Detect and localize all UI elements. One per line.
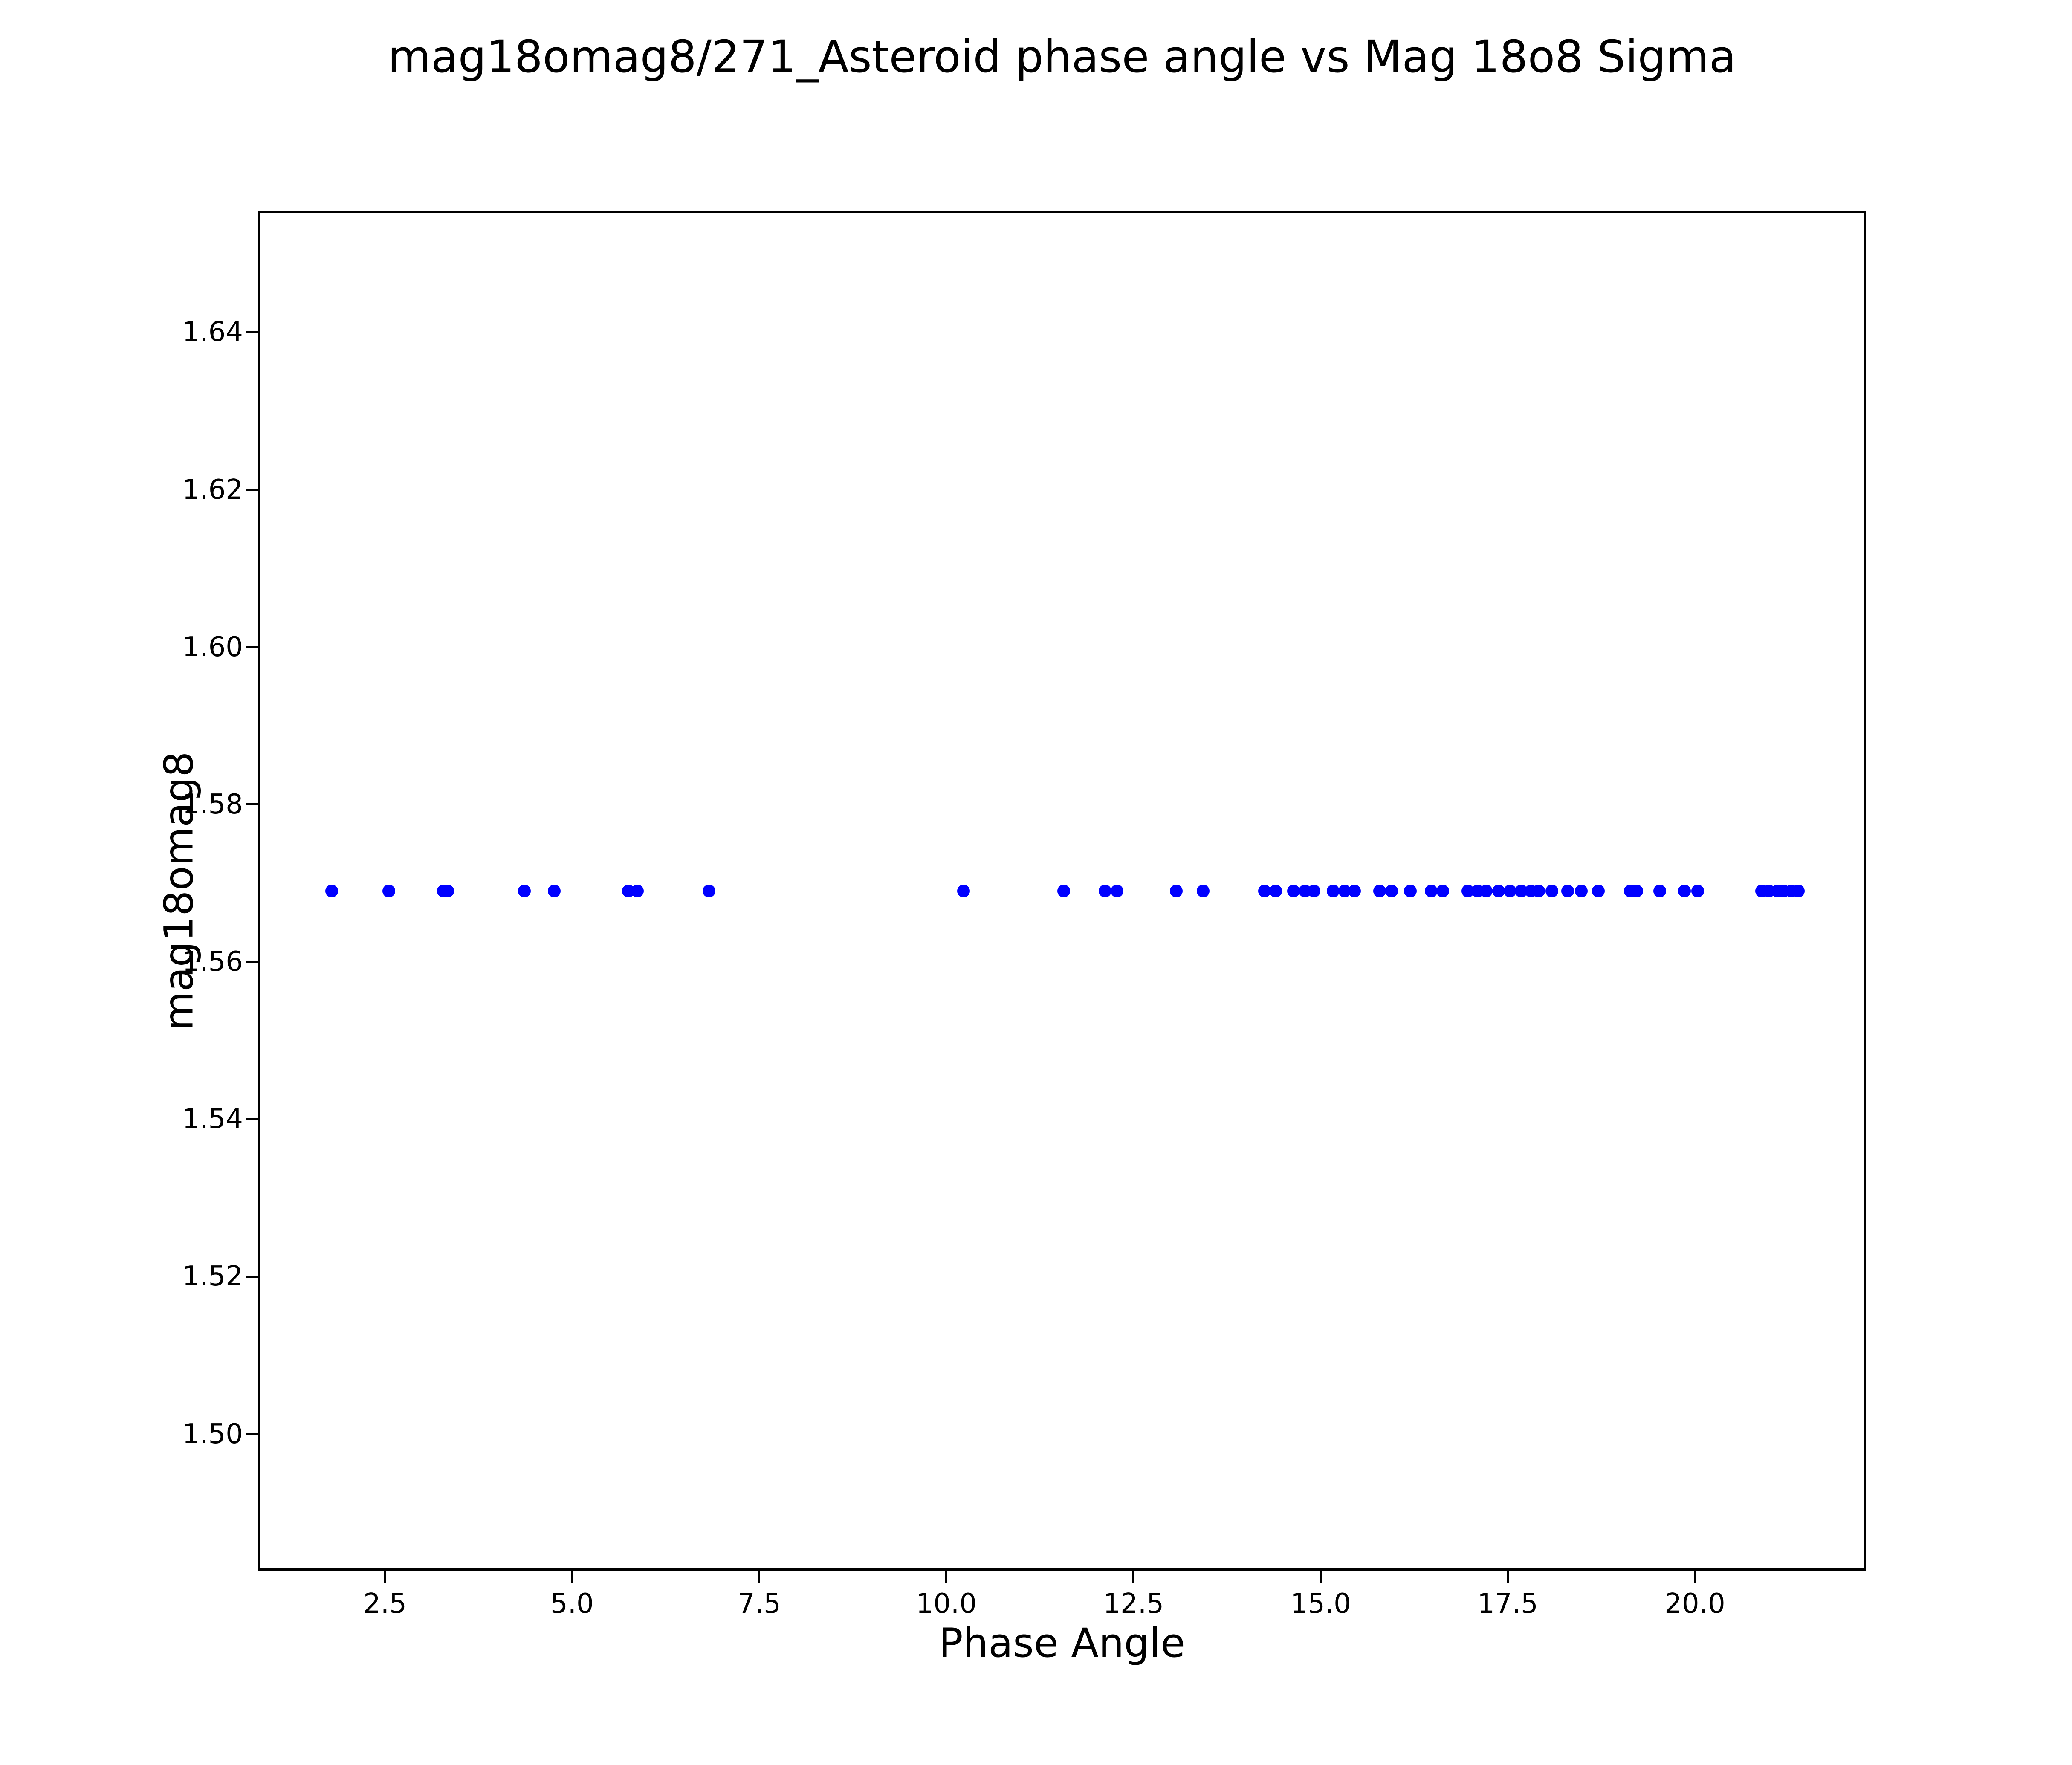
- data-point: [325, 885, 339, 897]
- x-tick-label: 10.0: [916, 1588, 977, 1620]
- x-tick: [1320, 1570, 1322, 1583]
- x-tick-label: 5.0: [550, 1588, 594, 1620]
- x-axis-label: Phase Angle: [938, 1620, 1186, 1667]
- data-point: [1373, 885, 1386, 897]
- y-tick: [246, 489, 259, 491]
- data-point: [518, 885, 531, 897]
- data-point: [382, 885, 395, 897]
- data-point: [1653, 885, 1666, 897]
- data-point: [1574, 885, 1588, 897]
- x-tick: [1132, 1570, 1135, 1583]
- data-point: [1169, 885, 1183, 897]
- x-tick: [384, 1570, 386, 1583]
- chart-title: mag18omag8/271_Asteroid phase angle vs M…: [388, 31, 1736, 83]
- data-point: [547, 885, 561, 897]
- x-tick-label: 7.5: [737, 1588, 781, 1620]
- data-point: [1436, 885, 1449, 897]
- data-point: [1385, 885, 1398, 897]
- data-point: [1258, 885, 1271, 897]
- data-point: [1404, 885, 1417, 897]
- y-axis-label: mag18omag8: [156, 751, 203, 1031]
- data-point: [1287, 885, 1300, 897]
- data-point: [1111, 885, 1124, 897]
- y-tick: [246, 646, 259, 648]
- data-point: [1307, 885, 1320, 897]
- data-point: [957, 885, 970, 897]
- y-tick: [246, 1275, 259, 1278]
- x-tick: [758, 1570, 761, 1583]
- data-point: [1678, 885, 1691, 897]
- data-point: [703, 885, 716, 897]
- data-point: [1479, 885, 1493, 897]
- x-tick: [571, 1570, 573, 1583]
- x-tick: [1507, 1570, 1509, 1583]
- y-tick-label: 1.52: [182, 1261, 243, 1293]
- data-point: [1532, 885, 1545, 897]
- y-tick: [246, 1118, 259, 1120]
- y-tick: [246, 331, 259, 333]
- y-tick: [246, 961, 259, 963]
- data-point: [441, 885, 454, 897]
- data-point: [1492, 885, 1505, 897]
- x-tick: [1693, 1570, 1696, 1583]
- data-point: [1791, 885, 1805, 897]
- y-tick-label: 1.60: [182, 631, 243, 663]
- data-point: [1592, 885, 1605, 897]
- x-tick-label: 17.5: [1477, 1588, 1538, 1620]
- data-point: [1545, 885, 1559, 897]
- y-tick-label: 1.58: [182, 788, 243, 820]
- x-tick-label: 12.5: [1103, 1588, 1164, 1620]
- x-tick-label: 15.0: [1290, 1588, 1351, 1620]
- y-tick-label: 1.62: [182, 474, 243, 506]
- y-tick: [246, 803, 259, 806]
- data-point: [1057, 885, 1071, 897]
- x-tick-label: 20.0: [1664, 1588, 1725, 1620]
- data-point: [1098, 885, 1111, 897]
- x-tick-label: 2.5: [363, 1588, 407, 1620]
- y-tick: [246, 1433, 259, 1435]
- y-tick-label: 1.64: [182, 316, 243, 348]
- x-tick: [945, 1570, 948, 1583]
- data-point: [1425, 885, 1438, 897]
- y-tick-label: 1.50: [182, 1418, 243, 1450]
- data-point: [1196, 885, 1210, 897]
- data-point: [1561, 885, 1574, 897]
- data-point: [1691, 885, 1704, 897]
- data-point: [631, 885, 644, 897]
- data-point: [1348, 885, 1361, 897]
- data-point: [1269, 885, 1282, 897]
- y-tick-label: 1.56: [182, 946, 243, 978]
- data-point: [1630, 885, 1643, 897]
- y-tick-label: 1.54: [182, 1103, 243, 1135]
- data-point: [1503, 885, 1516, 897]
- data-point: [1327, 885, 1340, 897]
